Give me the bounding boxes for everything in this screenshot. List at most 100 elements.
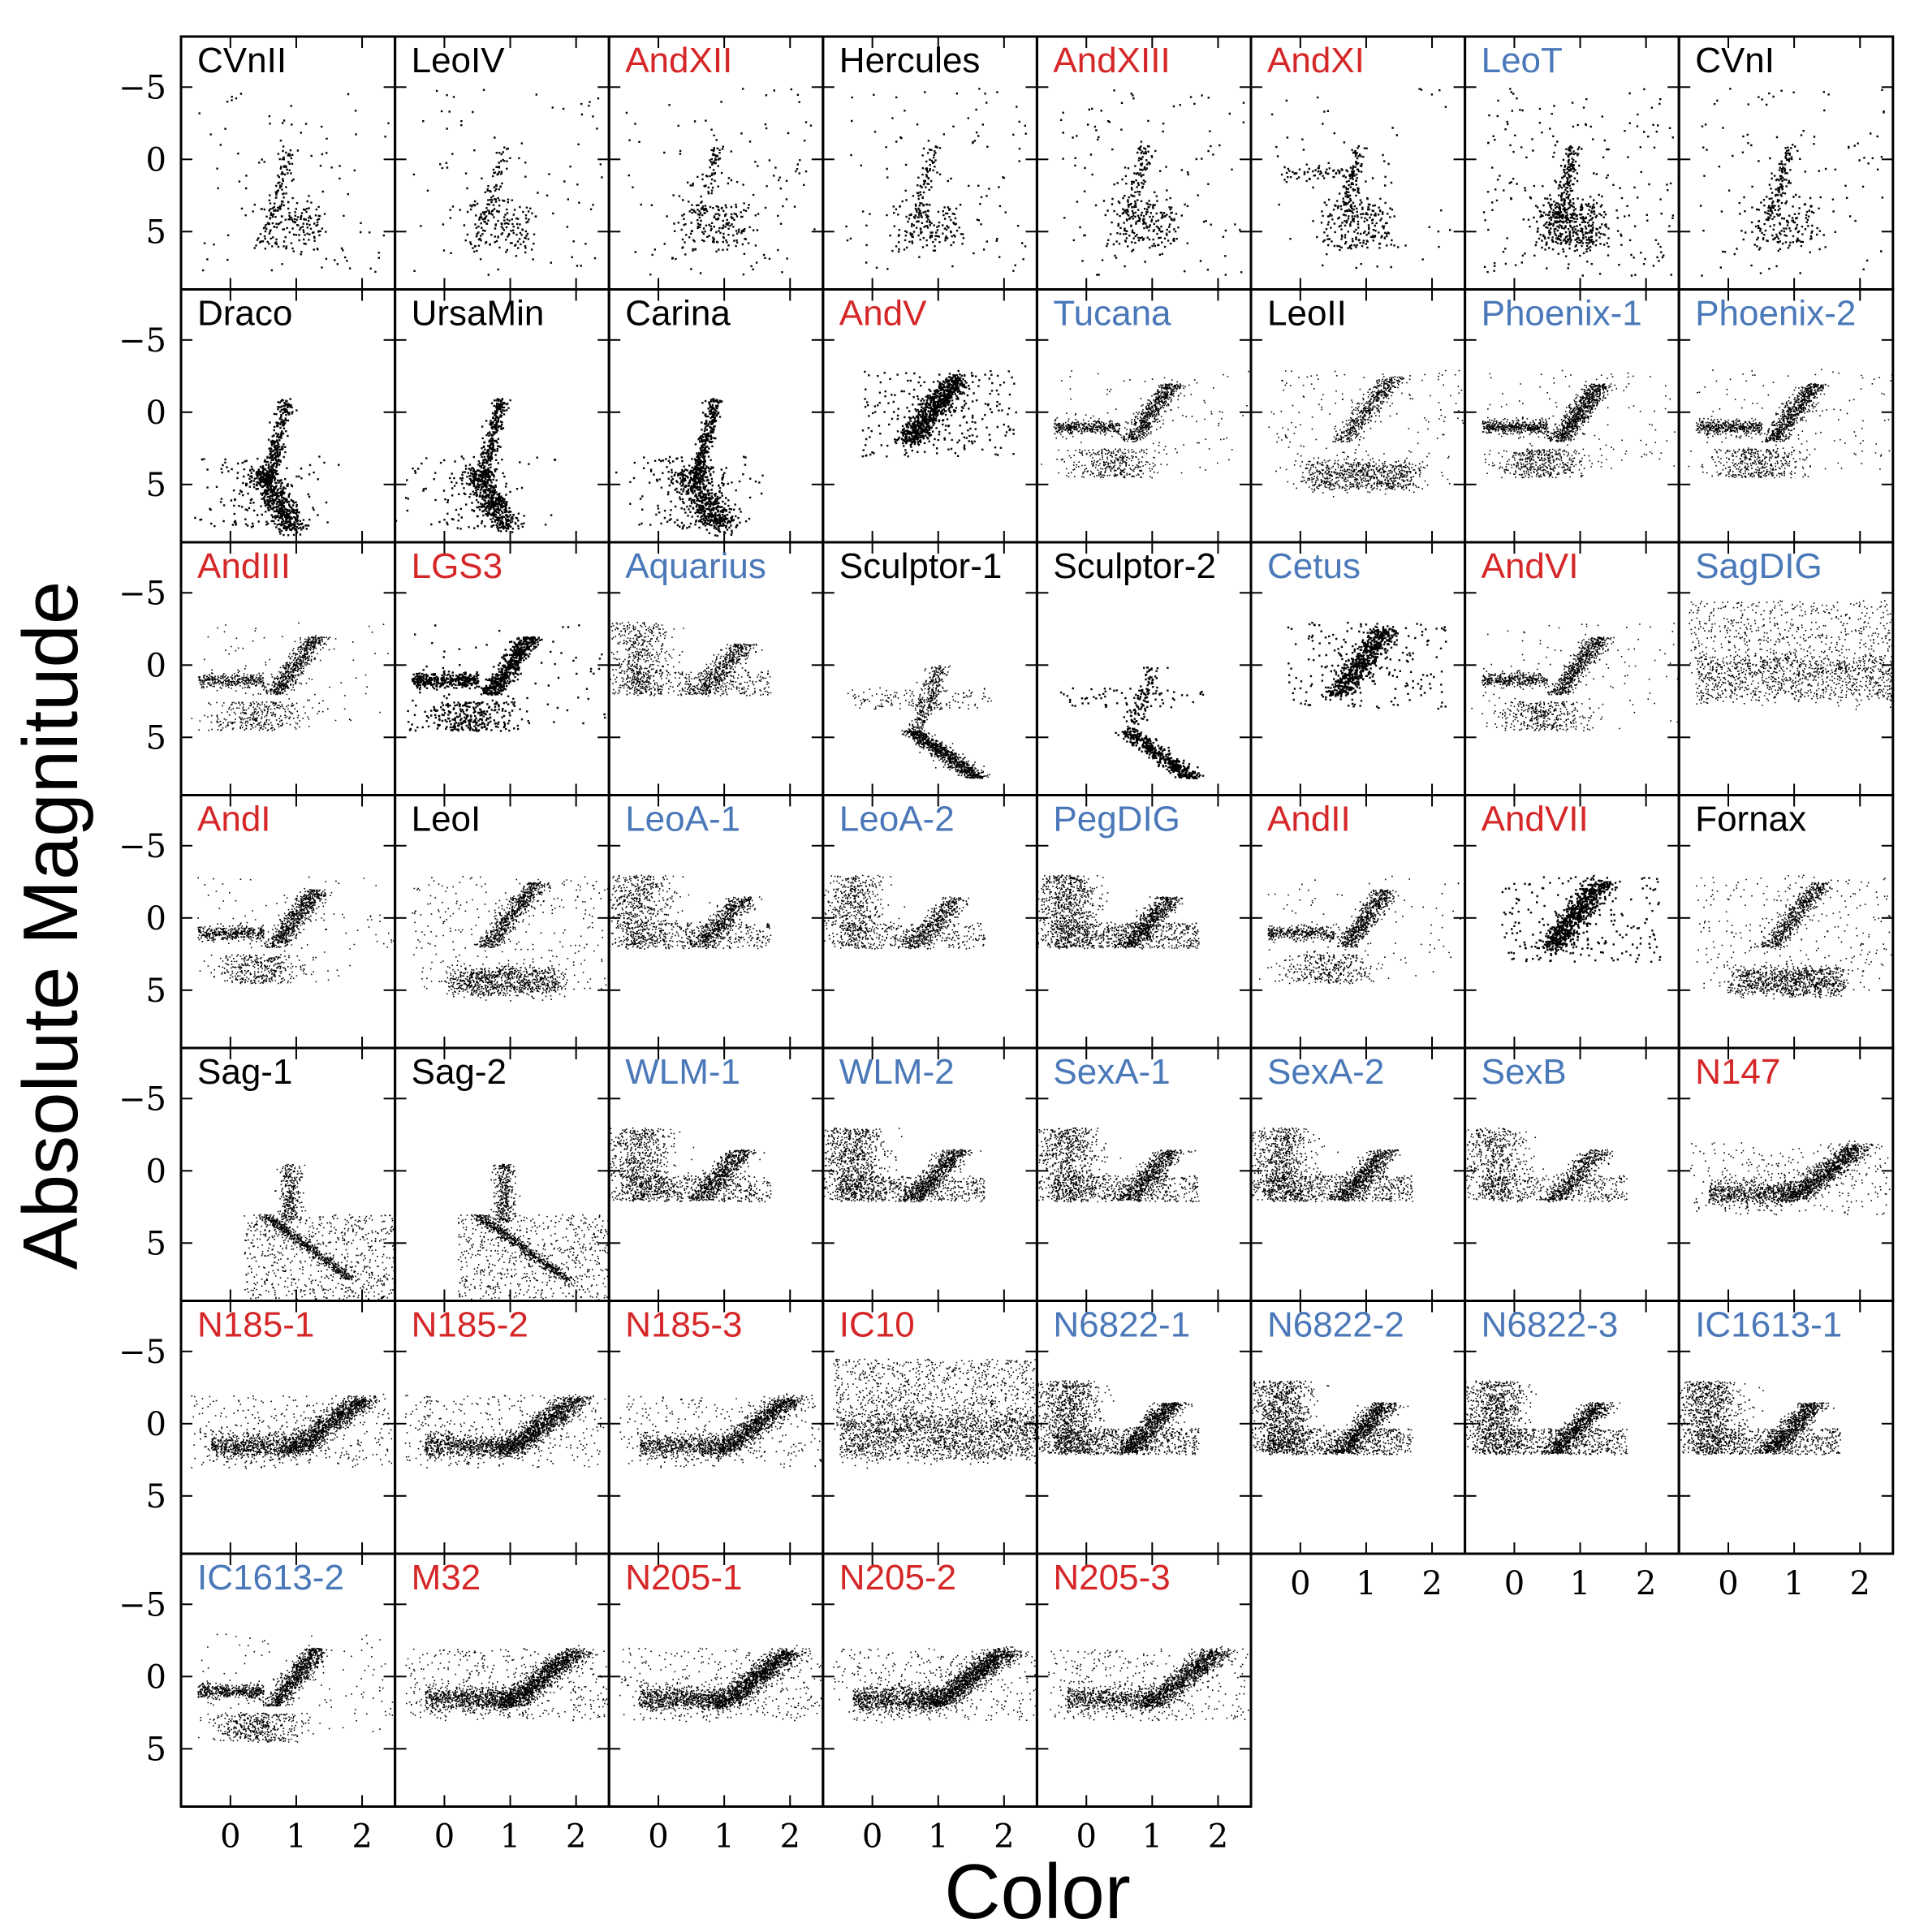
panel-title: SexA-1 (1053, 1052, 1170, 1092)
scatter-path (591, 1128, 771, 1202)
x-tick-label: 0 (220, 1818, 240, 1856)
scatter-points (619, 1645, 830, 1722)
panel-title: Phoenix-2 (1695, 294, 1856, 334)
panel-title: Sag-2 (412, 1052, 507, 1092)
cmd-panel-hercules: Hercules (823, 37, 1037, 290)
panel-title: N6822-1 (1053, 1305, 1190, 1345)
scatter-path (585, 875, 772, 950)
scatter-path (1471, 623, 1680, 731)
panel-title: AndXI (1267, 41, 1365, 80)
scatter-path (1689, 369, 1894, 479)
scatter-points (1700, 88, 1885, 277)
panel-title: N205-3 (1053, 1558, 1170, 1598)
panel-title: IC1613-1 (1695, 1305, 1842, 1345)
x-tick-label: 0 (1290, 1565, 1310, 1602)
panel-title: Tucana (1053, 294, 1171, 334)
cmd-panel-ursamin: UrsaMin (394, 290, 609, 543)
cmd-panel-andxiii: AndXIII (1037, 37, 1251, 290)
panel-title: AndII (1267, 800, 1351, 839)
scatter-path (1060, 666, 1204, 779)
scatter-path (413, 89, 603, 276)
cmd-panel-n147: N147 (1679, 1048, 1900, 1301)
y-tick-label: 5 (146, 1225, 166, 1262)
scatter-path (619, 1645, 830, 1722)
panel-title: CVnI (1695, 41, 1775, 80)
cmd-panel-andvii: AndVII (1465, 796, 1680, 1049)
y-tick-label: −5 (119, 1080, 166, 1118)
panel-title: Hercules (839, 41, 981, 80)
panel-title: PegDIG (1053, 800, 1180, 839)
scatter-path (1235, 1380, 1413, 1455)
cmd-panel-sculptor-1: Sculptor-1 (823, 542, 1037, 796)
scatter-points (406, 1645, 617, 1721)
panel-title: N185-3 (625, 1305, 742, 1345)
panel-title: AndIII (197, 546, 291, 586)
panel-title: LeoT (1482, 41, 1563, 80)
scatter-points (626, 88, 816, 275)
scatter-points (1690, 1141, 1900, 1215)
x-tick-label: 1 (1784, 1565, 1804, 1602)
scatter-path (862, 370, 1017, 458)
x-tick-label: 0 (1718, 1565, 1738, 1602)
scatter-path (1482, 370, 1676, 479)
scatter-points (1235, 1380, 1413, 1455)
scatter-points (458, 1164, 610, 1302)
scatter-points (596, 622, 771, 696)
x-tick-label: 0 (862, 1818, 882, 1856)
x-axis-label: Color (944, 1848, 1130, 1932)
scatter-path (1444, 1381, 1628, 1455)
cmd-panel-sag-2: Sag-2 (395, 1048, 610, 1302)
scatter-path (1269, 370, 1466, 498)
scatter-points (1444, 1381, 1628, 1455)
y-tick-label: −5 (119, 1334, 166, 1371)
scatter-points (862, 370, 1017, 458)
scatter-points (1271, 88, 1451, 269)
scatter-points (181, 1634, 396, 1744)
panel-title: AndXII (625, 41, 732, 80)
scatter-path (181, 1634, 396, 1744)
scatter-path (191, 1394, 399, 1469)
panel-title: UrsaMin (412, 294, 545, 334)
panel-title: N185-1 (197, 1305, 314, 1345)
y-tick-label: 0 (146, 1153, 166, 1190)
x-tick-label: 1 (1356, 1565, 1376, 1602)
cmd-panel-carina: Carina (570, 290, 823, 543)
scatter-points (1471, 623, 1680, 731)
y-tick-label: 5 (146, 719, 166, 757)
scatter-points (585, 875, 772, 950)
scatter-path (596, 622, 771, 696)
scatter-points (177, 398, 340, 536)
panel-title: Draco (197, 294, 292, 334)
x-tick-label: 2 (1421, 1565, 1442, 1602)
scatter-points (191, 1394, 399, 1469)
panel-title: LeoA-1 (625, 800, 740, 839)
scatter-points (394, 398, 556, 533)
scatter-path (1700, 88, 1885, 277)
panel-title: Aquarius (625, 546, 766, 586)
x-tick-label: 2 (1636, 1565, 1656, 1602)
panel-title: LGS3 (412, 546, 503, 586)
x-tick-label: 2 (780, 1818, 800, 1856)
scatter-points (405, 1394, 617, 1468)
scatter-path (626, 88, 816, 275)
cmd-panel-tucana: Tucana (1037, 290, 1252, 543)
cmd-panel-leot: LeoT (1465, 37, 1680, 290)
scatter-points (1447, 1128, 1628, 1202)
cmd-panel-ic10: IC10 (823, 1301, 1045, 1555)
scatter-points (412, 876, 608, 1002)
scatter-points (1060, 89, 1244, 276)
panel-title: AndV (839, 294, 927, 334)
y-tick-label: 5 (146, 213, 166, 251)
cmd-panel-n185-2: N185-2 (395, 1301, 617, 1555)
scatter-path (192, 623, 397, 731)
x-tick-label: 1 (1570, 1565, 1590, 1602)
scatter-points (1269, 370, 1466, 498)
scatter-path (394, 398, 556, 533)
panel-title: Fornax (1695, 800, 1806, 839)
